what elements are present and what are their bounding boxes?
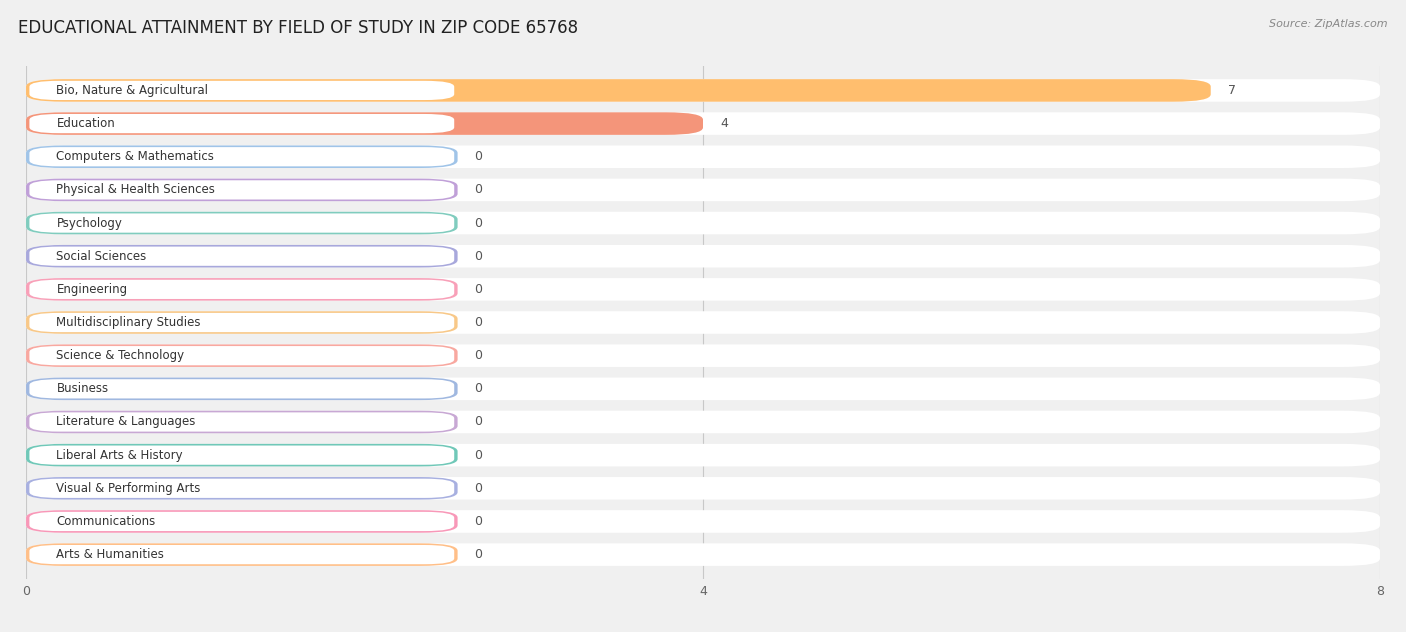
FancyBboxPatch shape [30,114,454,133]
Text: Business: Business [56,382,108,396]
Text: Multidisciplinary Studies: Multidisciplinary Studies [56,316,201,329]
FancyBboxPatch shape [27,411,457,434]
Text: Visual & Performing Arts: Visual & Performing Arts [56,482,201,495]
FancyBboxPatch shape [30,446,454,465]
FancyBboxPatch shape [27,245,457,267]
FancyBboxPatch shape [30,214,454,233]
Text: Science & Technology: Science & Technology [56,349,184,362]
Text: 0: 0 [474,515,482,528]
Text: Psychology: Psychology [56,217,122,229]
FancyBboxPatch shape [30,280,454,299]
Text: 0: 0 [474,283,482,296]
Text: Liberal Arts & History: Liberal Arts & History [56,449,183,461]
FancyBboxPatch shape [27,444,1379,466]
FancyBboxPatch shape [27,444,457,466]
Text: Communications: Communications [56,515,156,528]
Text: 0: 0 [474,382,482,396]
FancyBboxPatch shape [27,179,457,201]
Text: 0: 0 [474,415,482,428]
FancyBboxPatch shape [27,510,457,533]
Text: EDUCATIONAL ATTAINMENT BY FIELD OF STUDY IN ZIP CODE 65768: EDUCATIONAL ATTAINMENT BY FIELD OF STUDY… [18,19,578,37]
Text: Arts & Humanities: Arts & Humanities [56,548,165,561]
Text: 7: 7 [1227,84,1236,97]
FancyBboxPatch shape [27,79,1211,102]
Text: 0: 0 [474,316,482,329]
Text: 0: 0 [474,349,482,362]
FancyBboxPatch shape [27,145,457,168]
FancyBboxPatch shape [27,145,1379,168]
FancyBboxPatch shape [27,377,457,400]
FancyBboxPatch shape [27,278,1379,301]
FancyBboxPatch shape [30,246,454,266]
Text: 0: 0 [474,548,482,561]
Text: 0: 0 [474,150,482,163]
FancyBboxPatch shape [30,379,454,398]
FancyBboxPatch shape [30,545,454,564]
FancyBboxPatch shape [30,147,454,166]
Text: 0: 0 [474,217,482,229]
Text: Physical & Health Sciences: Physical & Health Sciences [56,183,215,197]
FancyBboxPatch shape [27,212,457,234]
Text: 0: 0 [474,482,482,495]
FancyBboxPatch shape [27,477,1379,499]
FancyBboxPatch shape [27,510,1379,533]
Text: 4: 4 [720,117,728,130]
FancyBboxPatch shape [27,544,457,566]
Text: 0: 0 [474,449,482,461]
FancyBboxPatch shape [27,477,457,499]
Text: Social Sciences: Social Sciences [56,250,146,263]
FancyBboxPatch shape [27,377,1379,400]
FancyBboxPatch shape [30,512,454,531]
Text: Source: ZipAtlas.com: Source: ZipAtlas.com [1270,19,1388,29]
FancyBboxPatch shape [27,544,1379,566]
FancyBboxPatch shape [30,478,454,498]
FancyBboxPatch shape [27,212,1379,234]
FancyBboxPatch shape [27,179,1379,201]
Text: Literature & Languages: Literature & Languages [56,415,195,428]
FancyBboxPatch shape [27,112,703,135]
FancyBboxPatch shape [27,344,457,367]
FancyBboxPatch shape [27,344,1379,367]
FancyBboxPatch shape [30,81,454,100]
Text: Education: Education [56,117,115,130]
FancyBboxPatch shape [30,346,454,365]
Text: Computers & Mathematics: Computers & Mathematics [56,150,214,163]
Text: Bio, Nature & Agricultural: Bio, Nature & Agricultural [56,84,208,97]
FancyBboxPatch shape [30,313,454,332]
Text: Engineering: Engineering [56,283,128,296]
FancyBboxPatch shape [30,180,454,200]
FancyBboxPatch shape [27,112,1379,135]
FancyBboxPatch shape [30,412,454,432]
Text: 0: 0 [474,250,482,263]
FancyBboxPatch shape [27,278,457,301]
Text: 0: 0 [474,183,482,197]
FancyBboxPatch shape [27,311,1379,334]
FancyBboxPatch shape [27,411,1379,434]
FancyBboxPatch shape [27,311,457,334]
FancyBboxPatch shape [27,245,1379,267]
FancyBboxPatch shape [27,79,1379,102]
